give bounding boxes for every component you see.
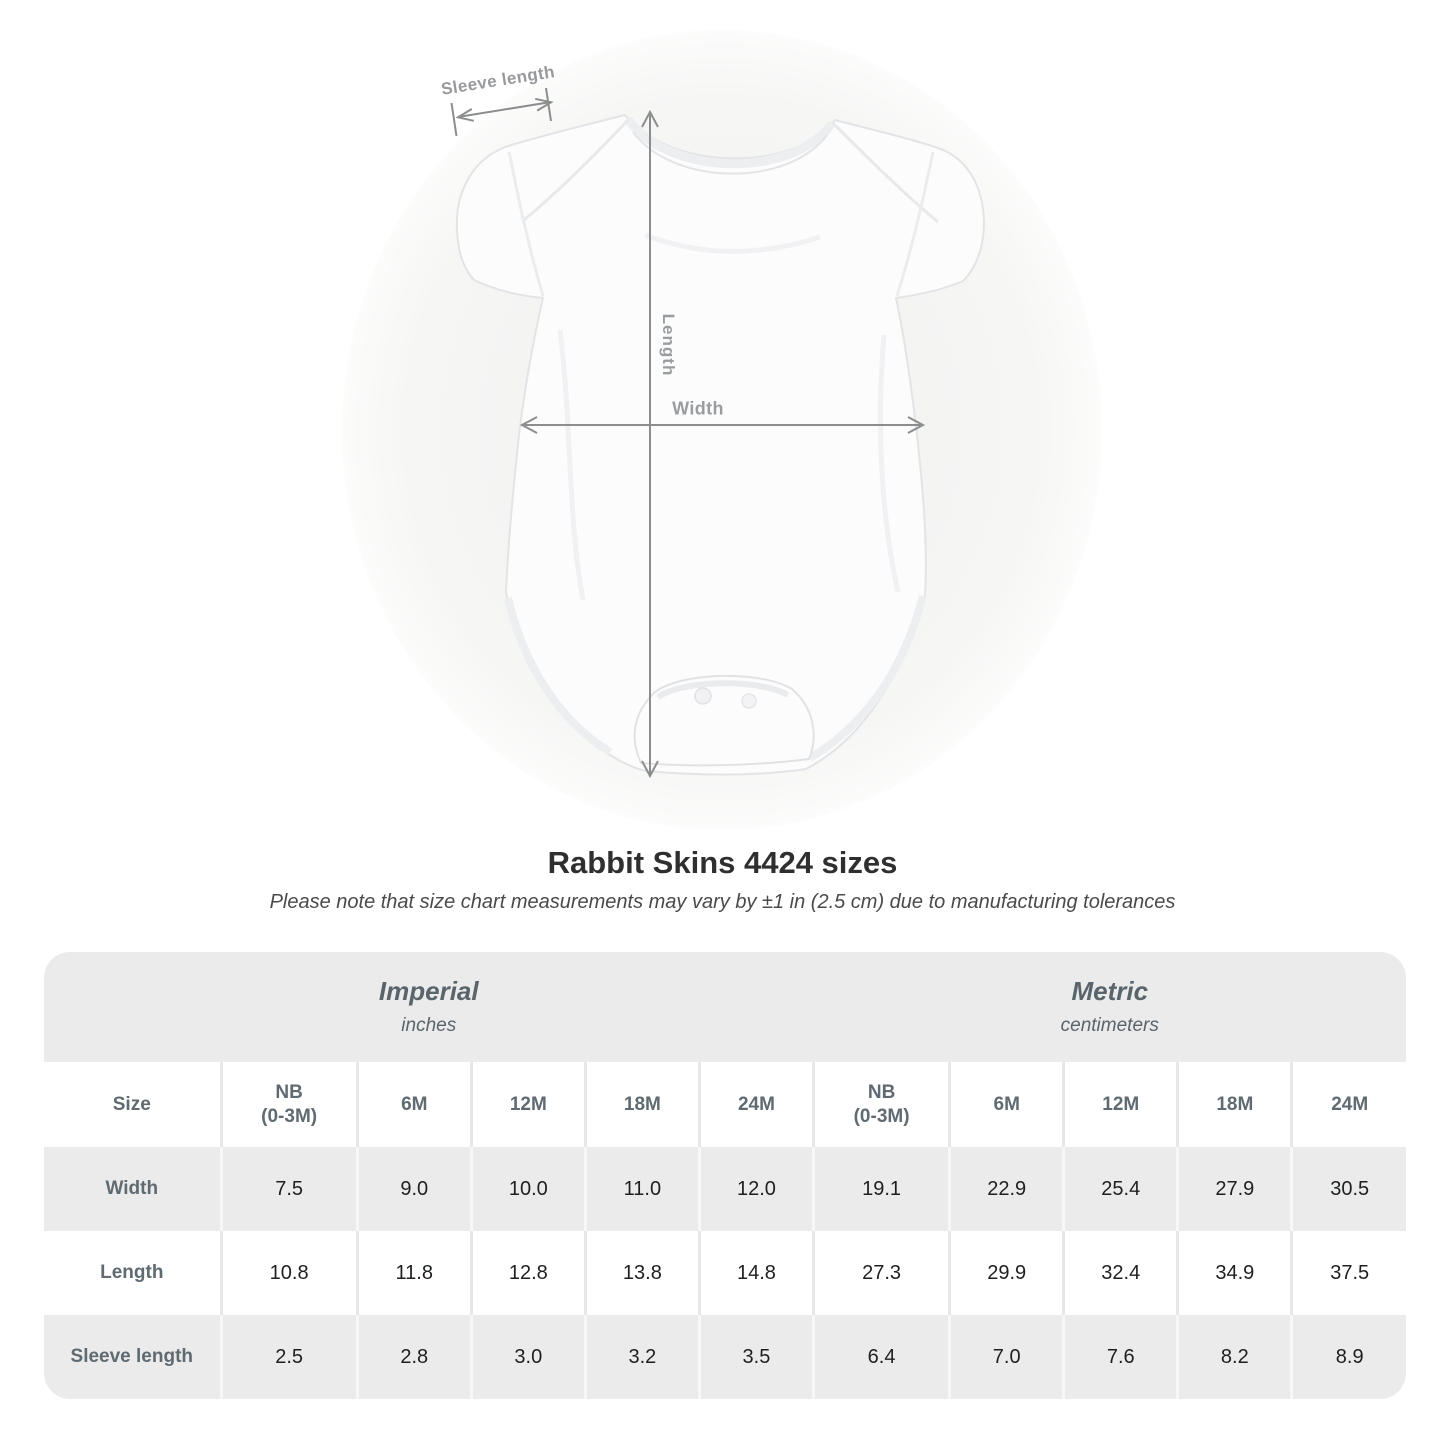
collar-band — [625, 117, 835, 169]
length-label: Length — [659, 313, 678, 377]
snap-button — [694, 687, 712, 705]
left-shoulder-fold — [523, 118, 630, 222]
row-label-width: Width — [105, 1178, 159, 1199]
value-cell: 7.6 — [1062, 1315, 1178, 1399]
value-cell: 11.0 — [583, 1147, 700, 1231]
column-header-6m-metric: 6M — [948, 1062, 1064, 1147]
value-cell: 8.2 — [1176, 1315, 1292, 1399]
unit-group-header: Imperial inches Metric centimeters — [44, 952, 1406, 1062]
column-header-6m-imperial: 6M — [355, 1062, 472, 1147]
value-cell: 6.4 — [811, 1315, 950, 1399]
value-cell: 3.0 — [469, 1315, 586, 1399]
left-sleeve-seam — [507, 151, 545, 297]
right-leg-binding — [807, 594, 927, 762]
value-cell: 10.0 — [469, 1147, 586, 1231]
column-header-18m-imperial: 18M — [583, 1062, 700, 1147]
fabric-wrinkle — [557, 329, 586, 601]
value-cell: 19.1 — [811, 1147, 950, 1231]
column-header-18m-metric: 18M — [1176, 1062, 1292, 1147]
value-cell: 25.4 — [1062, 1147, 1178, 1231]
value-cell: 3.2 — [583, 1315, 700, 1399]
right-shoulder-fold — [830, 120, 939, 224]
metric-unit: centimeters — [1060, 1014, 1159, 1036]
value-cell: 14.8 — [697, 1231, 814, 1315]
value-cell: 12.0 — [697, 1147, 814, 1231]
fabric-wrinkle — [877, 334, 901, 593]
value-cell: 30.5 — [1290, 1147, 1406, 1231]
width-row: Width 7.5 9.0 10.0 11.0 12.0 19.1 22.9 2… — [44, 1147, 1406, 1231]
metric-group-header: Metric centimeters — [814, 952, 1406, 1062]
value-cell: 2.5 — [219, 1315, 358, 1399]
value-cell: 8.9 — [1290, 1315, 1406, 1399]
column-header-24m-metric: 24M — [1290, 1062, 1406, 1147]
size-column-header: Size — [112, 1093, 151, 1115]
column-header-12m-metric: 12M — [1062, 1062, 1178, 1147]
value-cell: 10.8 — [219, 1231, 358, 1315]
crotch-flap-binding — [656, 680, 790, 700]
right-sleeve-seam — [895, 151, 935, 297]
value-cell: 22.9 — [948, 1147, 1064, 1231]
sleeve-length-arrow — [450, 87, 554, 137]
column-header-12m-imperial: 12M — [469, 1062, 586, 1147]
length-arrow — [641, 109, 659, 779]
fabric-wrinkle — [644, 232, 821, 254]
crotch-flap — [633, 674, 815, 767]
value-cell: 9.0 — [355, 1147, 472, 1231]
width-arrow — [519, 416, 926, 434]
column-header-24m-imperial: 24M — [697, 1062, 814, 1147]
width-label: Width — [672, 398, 724, 419]
value-cell: 2.8 — [355, 1315, 472, 1399]
column-header-nb-metric: NB (0-3M) — [811, 1062, 950, 1147]
bodysuit-measurement-diagram: Sleeve length Length Width — [342, 30, 1102, 830]
value-cell: 32.4 — [1062, 1231, 1178, 1315]
collar-seam — [632, 131, 828, 175]
row-label-length: Length — [100, 1262, 164, 1283]
measurement-arrows — [450, 87, 926, 779]
value-cell: 7.0 — [948, 1315, 1064, 1399]
value-cell: 37.5 — [1290, 1231, 1406, 1315]
imperial-unit: inches — [401, 1014, 457, 1036]
value-cell: 11.8 — [355, 1231, 472, 1315]
onesie-garment — [455, 113, 986, 776]
size-header-row: Size NB (0-3M) 6M 12M 18M 24M NB (0-3M) … — [44, 1062, 1406, 1147]
length-row: Length 10.8 11.8 12.8 13.8 14.8 27.3 29.… — [44, 1231, 1406, 1315]
page-title: Rabbit Skins 4424 sizes — [547, 845, 898, 880]
value-cell: 12.8 — [469, 1231, 586, 1315]
value-cell: 27.9 — [1176, 1147, 1292, 1231]
size-table: Size NB (0-3M) 6M 12M 18M 24M NB (0-3M) … — [44, 1062, 1406, 1399]
metric-title: Metric — [1071, 976, 1149, 1007]
imperial-group-header: Imperial inches — [44, 952, 814, 1062]
value-cell: 29.9 — [948, 1231, 1064, 1315]
sleeve-length-row: Sleeve length 2.5 2.8 3.0 3.2 3.5 6.4 7.… — [44, 1315, 1406, 1399]
bodysuit-illustration — [342, 30, 1102, 830]
value-cell: 13.8 — [583, 1231, 700, 1315]
value-cell: 7.5 — [219, 1147, 358, 1231]
column-header-nb-imperial: NB (0-3M) — [219, 1062, 358, 1147]
snap-button — [741, 693, 757, 709]
value-cell: 27.3 — [811, 1231, 950, 1315]
page-subtitle: Please note that size chart measurements… — [269, 891, 1176, 913]
imperial-title: Imperial — [378, 976, 479, 1007]
size-table-card: Imperial inches Metric centimeters Size … — [44, 952, 1406, 1399]
value-cell: 3.5 — [697, 1315, 814, 1399]
value-cell: 34.9 — [1176, 1231, 1292, 1315]
row-label-sleeve-length: Sleeve length — [70, 1346, 194, 1367]
left-leg-binding — [504, 597, 613, 756]
